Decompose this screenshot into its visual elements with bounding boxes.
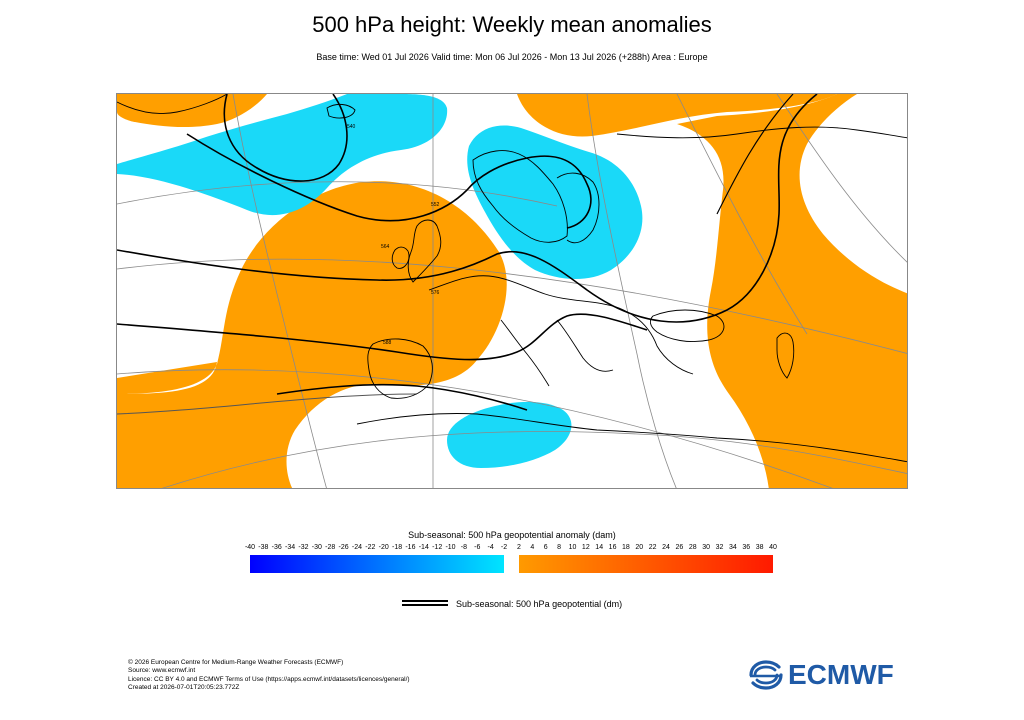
colorbar-tick-label: 10 xyxy=(568,544,577,551)
colorbar-tick-label: -12 xyxy=(432,544,443,551)
colorbar-tick-label: 18 xyxy=(622,544,630,551)
coast-black-sea xyxy=(649,309,725,343)
contour-label: 552 xyxy=(431,202,440,208)
contour-label: 540 xyxy=(347,124,356,130)
colorbar-tick-label: -40 xyxy=(244,544,256,551)
colorbar-title: Sub-seasonal: 500 hPa geopotential anoma… xyxy=(408,530,616,540)
colorbar-tick-label: -36 xyxy=(271,544,282,551)
ecmwf-logo: ECMWF xyxy=(748,659,894,690)
colorbar-tick-label: 8 xyxy=(557,544,562,551)
cyan-region-north-atlantic xyxy=(117,94,448,216)
colorbar-tick-label: -2 xyxy=(500,544,508,551)
colorbar-tick-label: 36 xyxy=(742,544,751,551)
contour-588 xyxy=(276,383,528,411)
legend-label: Sub-seasonal: 500 hPa geopotential (dm) xyxy=(456,599,623,609)
contour-540 xyxy=(223,94,348,182)
colorbar-tick-label: 40 xyxy=(769,544,777,551)
coast-finland xyxy=(556,172,600,244)
orange-region-north-atlantic xyxy=(117,94,267,128)
footer: © 2026 European Centre for Medium-Range … xyxy=(128,659,410,693)
coast-continental-europe xyxy=(428,275,694,375)
colorbar-tick-label: -14 xyxy=(418,544,429,551)
cyan-region-mediterranean xyxy=(447,401,572,468)
colorbar-tick-label: 32 xyxy=(715,544,724,551)
orange-region-east xyxy=(677,94,907,488)
colorbar-tick-label: 38 xyxy=(755,544,764,551)
graticule xyxy=(117,94,907,488)
colorbar-negative xyxy=(250,555,504,573)
contour-label: 576 xyxy=(431,290,440,296)
chart-subtitle: Base time: Wed 01 Jul 2026 Valid time: M… xyxy=(316,52,708,62)
legend-contour-swatch xyxy=(402,600,448,606)
orange-region-scandinavia-north xyxy=(517,94,837,137)
logo-text: ECMWF xyxy=(788,659,894,690)
colorbar-tick-label: -16 xyxy=(405,544,416,551)
coast-greenland xyxy=(117,94,228,114)
contour-564 xyxy=(117,94,818,323)
coast-caspian xyxy=(776,332,795,379)
colorbar-ticks: -40 -38 -36 -34 -32 -30 -28 -26 -24 -22 -20 -18 -16-… xyxy=(0,544,1024,556)
colorbar-tick-label: 20 xyxy=(635,544,644,551)
coast-italy xyxy=(500,319,550,387)
colorbar-tick-label: -18 xyxy=(391,544,403,551)
geopotential-contours xyxy=(117,94,818,415)
coast-british-isles xyxy=(407,219,442,283)
footer-copyright: © 2026 European Centre for Medium-Range … xyxy=(128,659,344,666)
contour-552 xyxy=(186,133,592,229)
colorbar-tick-label: -20 xyxy=(378,544,389,551)
footer-created: Created at 2026-07-01T20:05:23.772Z xyxy=(128,684,240,692)
footer-source: Source: www.ecmwf.int xyxy=(128,667,196,675)
negative-anomaly-shading xyxy=(117,94,643,468)
coast-iceland xyxy=(326,103,356,119)
map-svg: 540 552 564 576 588 xyxy=(117,94,907,488)
coast-iberia xyxy=(367,338,433,399)
colorbar-tick-label: -6 xyxy=(474,544,481,551)
colorbar-tick-label: -10 xyxy=(445,544,456,551)
colorbar-tick-label: -32 xyxy=(298,544,309,551)
coast-ireland xyxy=(391,246,410,269)
coast-scandinavia xyxy=(472,150,568,243)
colorbar-tick-label: 4 xyxy=(530,544,535,551)
colorbar-tick-label: -24 xyxy=(351,544,362,551)
colorbar-tick-label: 6 xyxy=(543,544,548,551)
contour-576 xyxy=(117,313,648,361)
coast-africa-north xyxy=(356,413,907,463)
colorbar-tick-label: 22 xyxy=(648,544,657,551)
coast-balkans xyxy=(556,319,614,372)
colorbar-tick-label: 12 xyxy=(581,544,590,551)
colorbar-tick-label: 30 xyxy=(702,544,711,551)
cyan-region-scandinavia xyxy=(467,125,643,280)
colorbar-tick-label: 14 xyxy=(595,544,604,551)
colorbar-tick-label: -28 xyxy=(325,544,336,551)
colorbar-tick-label: -38 xyxy=(258,544,269,551)
contour-label: 564 xyxy=(381,244,390,250)
contour-label: 588 xyxy=(383,340,392,346)
colorbar-tick-label: 24 xyxy=(662,544,670,551)
colorbar-tick-label: 16 xyxy=(608,544,617,551)
colorbar-tick-label: 34 xyxy=(728,544,737,551)
colorbar-tick-label: -34 xyxy=(285,544,296,551)
colorbar-tick-label: -4 xyxy=(487,544,494,551)
colorbar-positive xyxy=(519,555,773,573)
anomaly-map: 540 552 564 576 588 xyxy=(116,93,908,489)
contour-labels: 540 552 564 576 588 xyxy=(347,124,440,346)
colorbar-tick-label: 2 xyxy=(517,544,521,551)
footer-licence: Licence: CC BY 4.0 and ECMWF Terms of Us… xyxy=(128,675,410,683)
colorbar-tick-label: -26 xyxy=(338,544,349,551)
colorbar-tick-label: 28 xyxy=(688,544,697,551)
colorbar-tick-label: -30 xyxy=(311,544,322,551)
chart-title: 500 hPa height: Weekly mean anomalies xyxy=(312,12,712,37)
ecmwf-wave-icon xyxy=(749,660,783,690)
colorbar-tick-label: -22 xyxy=(365,544,376,551)
coastlines xyxy=(117,94,907,463)
coast-arctic xyxy=(616,126,907,139)
colorbar-tick-label: -8 xyxy=(460,544,468,551)
colorbar-tick-label: 26 xyxy=(675,544,684,551)
